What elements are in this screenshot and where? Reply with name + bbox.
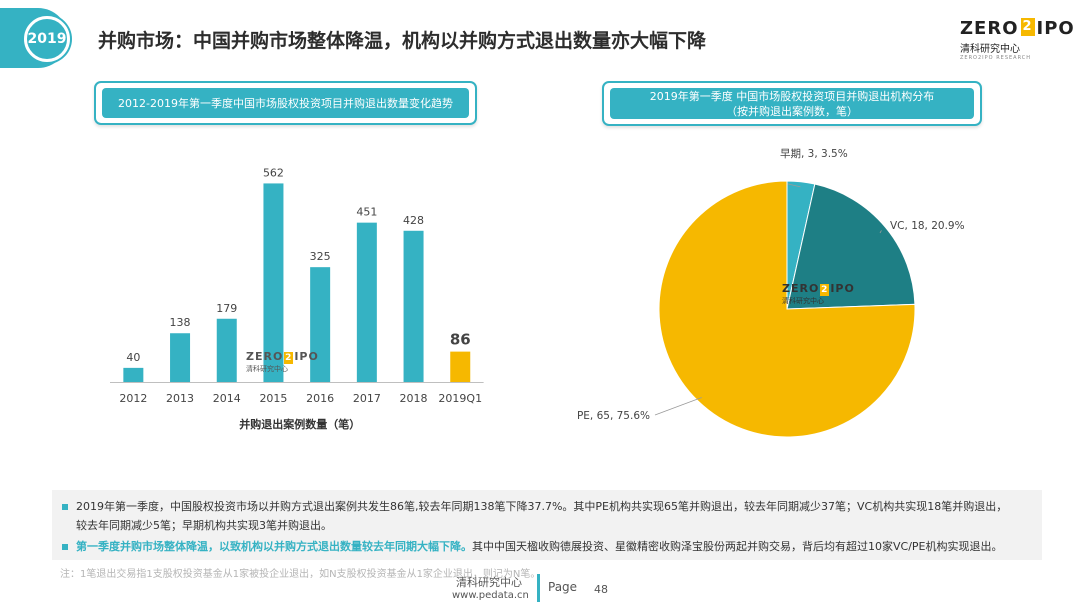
year-badge: 2019 <box>24 16 70 62</box>
logo-text-left: ZERO <box>960 18 1019 39</box>
bar-value-label: 86 <box>450 331 471 349</box>
pie-label-早期: 早期, 3, 3.5% <box>780 148 848 160</box>
logo-box: 2 <box>1020 18 1035 36</box>
bar-2013 <box>170 333 191 382</box>
note-highlight: 第一季度并购市场整体降温，以致机构以并购方式退出数量较去年同期大幅下降。 <box>76 540 472 553</box>
bar-2018 <box>403 230 424 382</box>
pie-leader-line <box>879 230 882 234</box>
bullet-icon <box>62 504 68 510</box>
bar-value-label: 428 <box>403 214 424 227</box>
bar-category-label: 2013 <box>166 392 194 405</box>
watermark-text-left: ZERO <box>246 350 284 363</box>
bar-2012 <box>123 367 144 382</box>
pie-watermark-subtitle: 清科研究中心 <box>782 297 824 305</box>
footnote: 注：1笔退出交易指1支股权投资基金从1家被投企业退出，如N支股权投资基金从1家企… <box>60 569 541 580</box>
bar-value-label: 179 <box>216 302 237 315</box>
bar-2019Q1 <box>450 351 471 382</box>
watermark-subtitle: 清科研究中心 <box>246 365 288 373</box>
logo-subtitle: 清科研究中心 <box>960 44 1020 55</box>
bar-category-label: 2014 <box>213 392 241 405</box>
bar-category-label: 2015 <box>259 392 287 405</box>
logo-text-right: IPO <box>1036 18 1075 39</box>
bar-chart: 40 2012 138 2013 179 2014 562 2015 325 2016 451 201… <box>110 166 484 431</box>
pie-label-VC: VC, 18, 20.9% <box>890 220 965 232</box>
notes-panel: 2019年第一季度，中国股权投资市场以并购方式退出案例共发生86笔,较去年同期1… <box>52 490 1042 560</box>
pie-slice-PE <box>658 180 916 438</box>
bar-value-label: 40 <box>126 351 140 364</box>
bar-value-label: 451 <box>356 206 377 219</box>
bar-category-label: 2016 <box>306 392 334 405</box>
bar-value-label: 562 <box>263 166 284 179</box>
bar-chart-watermark: ZERO 2 IPO 清科研究中心 <box>246 350 319 374</box>
footer-page-label: Page <box>548 580 578 594</box>
footer-page-number: 48 <box>594 583 608 596</box>
pie-watermark-box: 2 <box>820 284 830 296</box>
note-line-1: 2019年第一季度，中国股权投资市场以并购方式退出案例共发生86笔,较去年同期1… <box>62 498 1007 514</box>
note-line-1-text: 2019年第一季度，中国股权投资市场以并购方式退出案例共发生86笔,较去年同期1… <box>76 500 1008 513</box>
pie-chart-caption-box: 2019年第一季度 中国市场股权投资项目并购退出机构分布 （按并购退出案例数，笔… <box>602 81 982 126</box>
pie-chart-watermark: ZERO 2 IPO 清科研究中心 <box>782 282 855 306</box>
pie-leader-line <box>654 397 702 416</box>
bar-category-label: 2018 <box>400 392 428 405</box>
bar-chart-caption: 2012-2019年第一季度中国市场股权投资项目并购退出数量变化趋势 <box>102 88 469 118</box>
bar-2017 <box>356 222 377 382</box>
bar-category-label: 2017 <box>353 392 381 405</box>
footer-org: 清科研究中心 <box>456 576 522 589</box>
footer-divider <box>537 574 540 602</box>
footer-url[interactable]: www.pedata.cn <box>452 590 529 601</box>
note-line-3: 第一季度并购市场整体降温，以致机构以并购方式退出数量较去年同期大幅下降。其中中国… <box>62 538 1003 554</box>
pie-caption-line2: （按并购退出案例数，笔） <box>726 104 858 118</box>
pie-watermark-text-left: ZERO <box>782 282 820 295</box>
bar-2016 <box>310 267 331 382</box>
bar-2014 <box>216 318 237 382</box>
bar-chart-caption-box: 2012-2019年第一季度中国市场股权投资项目并购退出数量变化趋势 <box>94 81 477 125</box>
pie-label-PE: PE, 65, 75.6% <box>577 410 650 422</box>
note-line-3-text: 其中中国天楹收购德展投资、星徽精密收购泽宝股份两起并购交易，背后均有超过10家V… <box>472 540 1003 553</box>
bullet-icon <box>62 544 68 550</box>
bar-category-label: 2019Q1 <box>438 392 482 405</box>
bar-value-label: 138 <box>170 316 191 329</box>
brand-logo: ZERO 2 IPO 清科研究中心 ZERO2IPO RESEARCH <box>960 18 1074 62</box>
page-title: 并购市场：中国并购市场整体降温，机构以并购方式退出数量亦大幅下降 <box>98 30 707 52</box>
watermark-box: 2 <box>284 352 294 364</box>
pie-watermark-text-right: IPO <box>830 282 855 295</box>
bar-value-label: 325 <box>310 250 331 263</box>
bar-category-label: 2012 <box>119 392 147 405</box>
bar-x-axis-title: 并购退出案例数量（笔） <box>239 417 360 431</box>
pie-chart: 早期, 3, 3.5% VC, 18, 20.9% PE, 65, 75.6% <box>577 148 965 438</box>
bar-2015 <box>263 183 284 382</box>
note-line-2: 较去年同期减少5笔；早期机构共实现3笔并购退出。 <box>76 519 332 532</box>
logo-tagline: ZERO2IPO RESEARCH <box>960 55 1032 61</box>
pie-chart-caption: 2019年第一季度 中国市场股权投资项目并购退出机构分布 （按并购退出案例数，笔… <box>610 88 974 119</box>
pie-slice-VC <box>786 183 916 310</box>
pie-caption-line1: 2019年第一季度 中国市场股权投资项目并购退出机构分布 <box>649 89 935 103</box>
watermark-text-right: IPO <box>294 350 319 363</box>
